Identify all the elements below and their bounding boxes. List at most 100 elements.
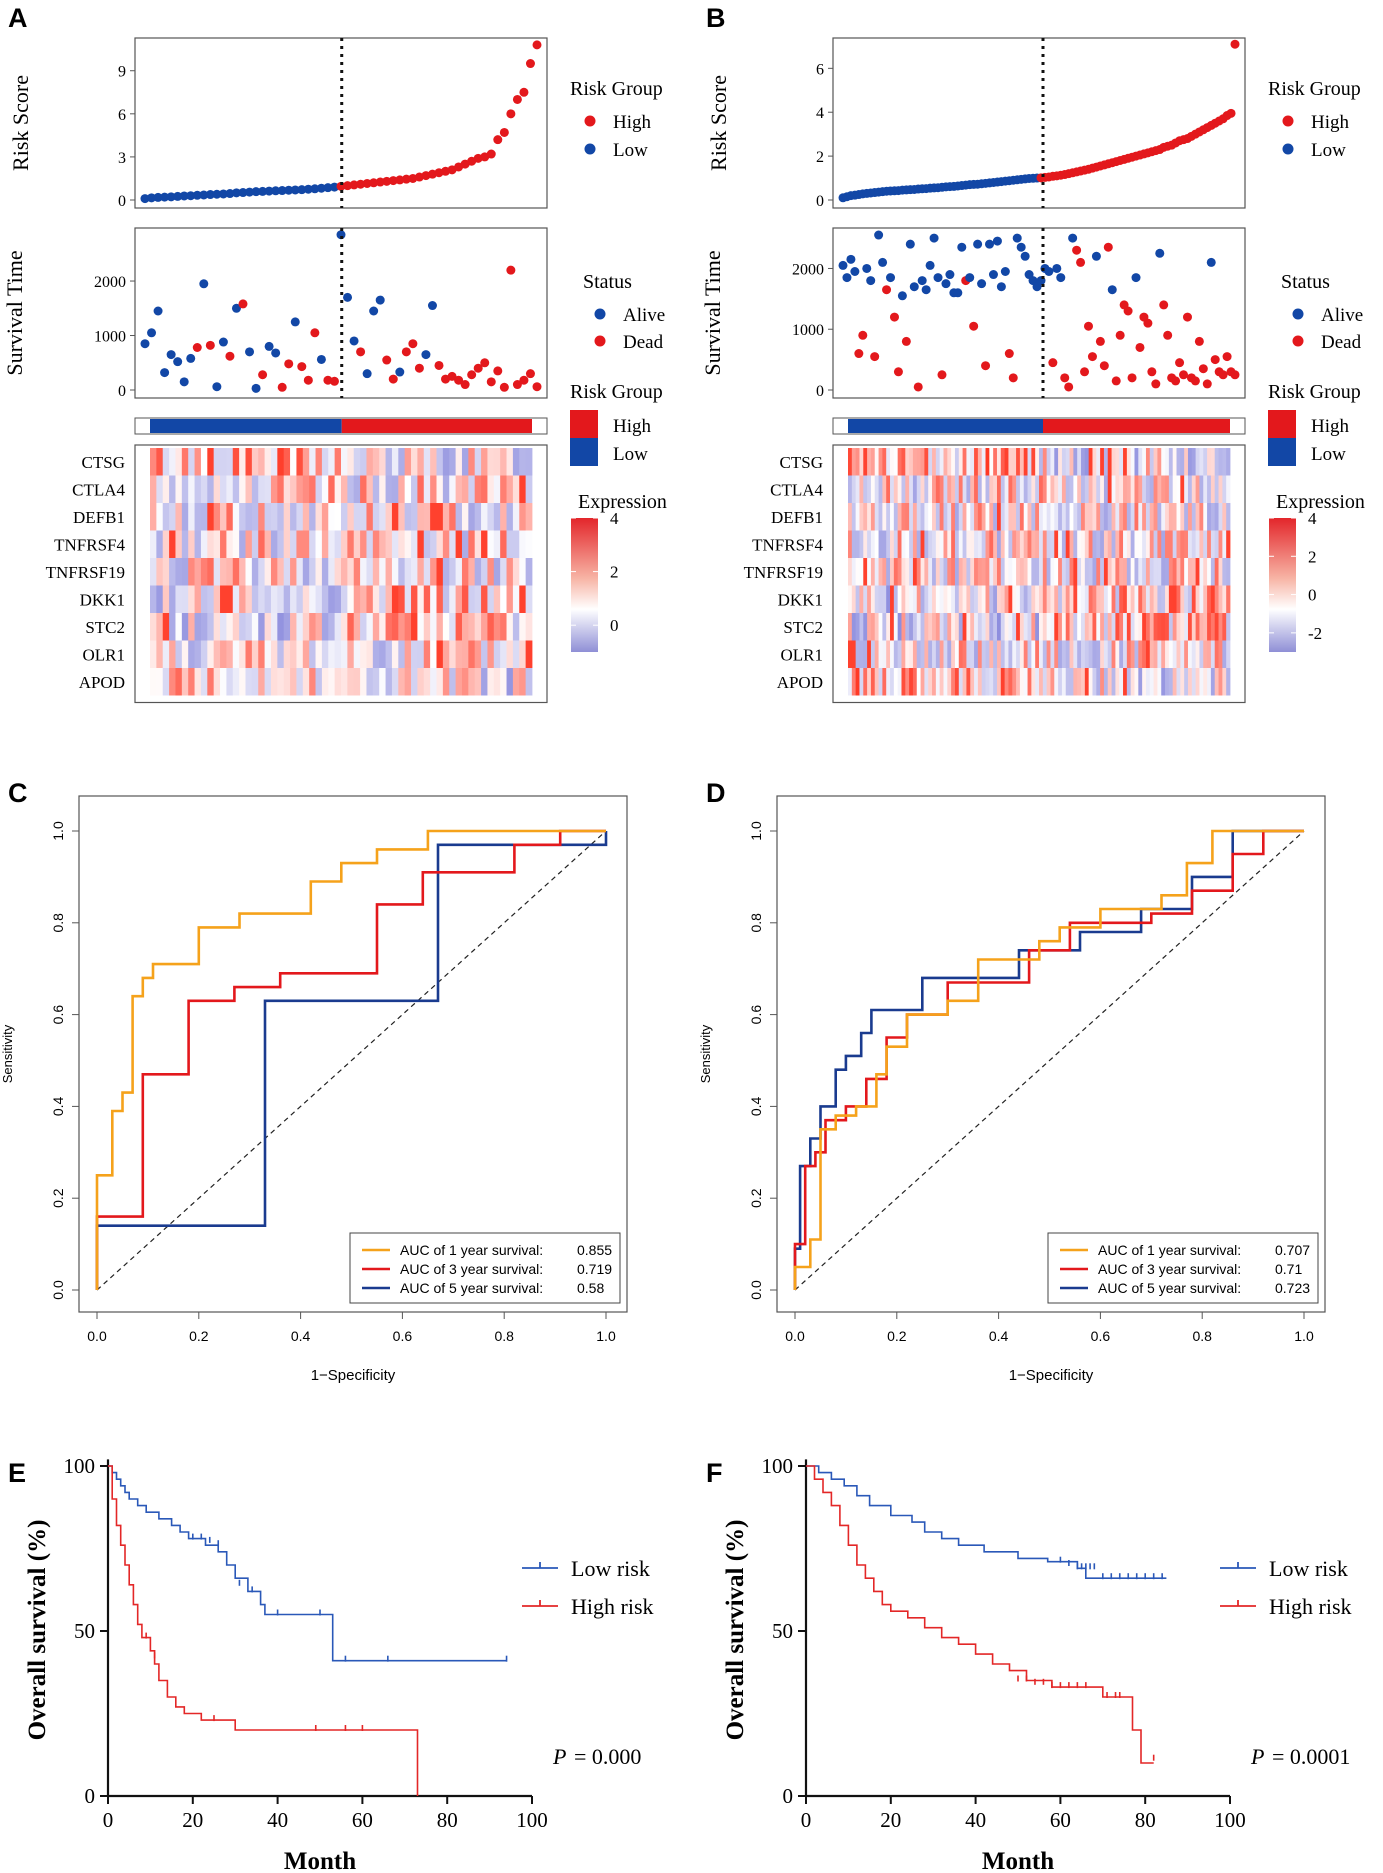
heatmap-cell bbox=[1012, 503, 1017, 531]
heatmap-cell bbox=[512, 503, 520, 531]
heatmap-cell bbox=[977, 503, 983, 531]
heatmap-cell bbox=[928, 475, 933, 503]
heatmap-cell bbox=[1222, 640, 1227, 668]
heatmap-cell bbox=[1222, 475, 1227, 503]
heatmap-cell bbox=[932, 448, 937, 476]
heatmap-cell bbox=[525, 668, 533, 696]
y-tick-label: 0.6 bbox=[748, 1005, 764, 1025]
heatmap-cell bbox=[905, 668, 910, 696]
heatmap-cell bbox=[874, 558, 879, 586]
heatmap-cell bbox=[1023, 503, 1028, 531]
heatmap-cell bbox=[1123, 530, 1128, 558]
heatmap-cell bbox=[245, 475, 253, 503]
x-axis-label: Month bbox=[284, 1848, 356, 1873]
heatmap-cell bbox=[958, 530, 963, 558]
heatmap-cell bbox=[296, 448, 304, 476]
heatmap-cell bbox=[1123, 448, 1128, 476]
heatmap-cell bbox=[1145, 530, 1151, 558]
survival-point bbox=[1076, 257, 1086, 267]
heatmap-cell bbox=[1207, 613, 1212, 641]
heatmap-cell bbox=[912, 530, 918, 558]
heatmap-cell bbox=[1077, 668, 1082, 696]
heatmap-cell bbox=[347, 640, 355, 668]
heatmap-cell bbox=[442, 448, 450, 476]
heatmap-cell bbox=[1149, 448, 1154, 476]
risk-score-point bbox=[205, 190, 215, 200]
x-tick-label: 0 bbox=[103, 1808, 114, 1832]
heatmap-cell bbox=[290, 530, 297, 558]
heatmap-cell bbox=[981, 503, 986, 531]
heatmap-cell bbox=[321, 558, 329, 586]
heatmap-cell bbox=[360, 503, 367, 531]
heatmap-cell bbox=[353, 448, 361, 476]
heatmap-cell bbox=[1065, 475, 1070, 503]
heatmap-cell bbox=[912, 475, 918, 503]
heatmap-cell bbox=[290, 613, 297, 641]
heatmap-cell bbox=[1130, 640, 1135, 668]
expression-colorbar bbox=[571, 518, 598, 652]
heatmap-cell bbox=[1077, 448, 1082, 476]
heatmap-cell bbox=[901, 585, 906, 613]
heatmap-cell bbox=[302, 475, 310, 503]
heatmap-cell bbox=[943, 668, 948, 696]
heatmap-cell bbox=[315, 475, 323, 503]
heatmap-cell bbox=[974, 530, 979, 558]
survival-point bbox=[1222, 352, 1232, 362]
heatmap-gene-label: CTSG bbox=[82, 453, 125, 472]
heatmap-cell bbox=[974, 503, 979, 531]
survival-point bbox=[1123, 306, 1133, 316]
heatmap-cell bbox=[200, 668, 208, 696]
heatmap-cell bbox=[897, 503, 902, 531]
survival-point bbox=[1163, 330, 1173, 340]
heatmap-cell bbox=[417, 558, 425, 586]
heatmap-cell bbox=[928, 668, 933, 696]
heatmap-cell bbox=[188, 613, 195, 641]
heatmap-cell bbox=[932, 585, 937, 613]
heatmap-cell bbox=[1184, 640, 1189, 668]
colorbar-tick-label: -2 bbox=[1308, 624, 1322, 643]
heatmap-cell bbox=[181, 613, 189, 641]
heatmap-gene-label: CTLA4 bbox=[72, 480, 125, 499]
survival-point bbox=[512, 380, 522, 390]
heatmap-cell bbox=[1065, 558, 1070, 586]
x-tick-label: 0.8 bbox=[494, 1328, 514, 1344]
heatmap-cell bbox=[506, 530, 514, 558]
heatmap-cell bbox=[347, 558, 355, 586]
heatmap-cell bbox=[1187, 475, 1193, 503]
heatmap-cell bbox=[951, 503, 956, 531]
heatmap-cell bbox=[1103, 613, 1109, 641]
heatmap-cell bbox=[277, 613, 285, 641]
heatmap-cell bbox=[939, 448, 944, 476]
heatmap-cell bbox=[404, 640, 412, 668]
heatmap-cell bbox=[970, 448, 975, 476]
heatmap-cell bbox=[1027, 475, 1032, 503]
heatmap-cell bbox=[334, 448, 342, 476]
heatmap-cell bbox=[1016, 640, 1021, 668]
heatmap-cell bbox=[1180, 503, 1185, 531]
heatmap-cell bbox=[1195, 475, 1200, 503]
heatmap-cell bbox=[939, 503, 944, 531]
survival-point bbox=[909, 282, 919, 292]
x-axis-label: Month bbox=[982, 1848, 1054, 1873]
survival-point bbox=[1103, 242, 1113, 252]
heatmap-cell bbox=[1031, 668, 1036, 696]
heatmap-cell bbox=[947, 558, 952, 586]
heatmap-cell bbox=[882, 503, 887, 531]
survival-point bbox=[316, 354, 326, 364]
heatmap-cell bbox=[981, 448, 986, 476]
heatmap-cell bbox=[970, 613, 975, 641]
heatmap-cell bbox=[258, 558, 265, 586]
heatmap-cell bbox=[848, 475, 853, 503]
heatmap-cell bbox=[226, 558, 234, 586]
heatmap-cell bbox=[874, 668, 879, 696]
heatmap-cell bbox=[974, 668, 979, 696]
heatmap-cell bbox=[1168, 585, 1174, 613]
heatmap-cell bbox=[1180, 668, 1185, 696]
heatmap-cell bbox=[1184, 613, 1189, 641]
heatmap-cell bbox=[974, 475, 979, 503]
x-tick-label: 100 bbox=[516, 1808, 548, 1832]
heatmap-cell bbox=[932, 503, 937, 531]
survival-point bbox=[933, 273, 943, 283]
heatmap-cell bbox=[353, 640, 361, 668]
heatmap-cell bbox=[423, 530, 431, 558]
